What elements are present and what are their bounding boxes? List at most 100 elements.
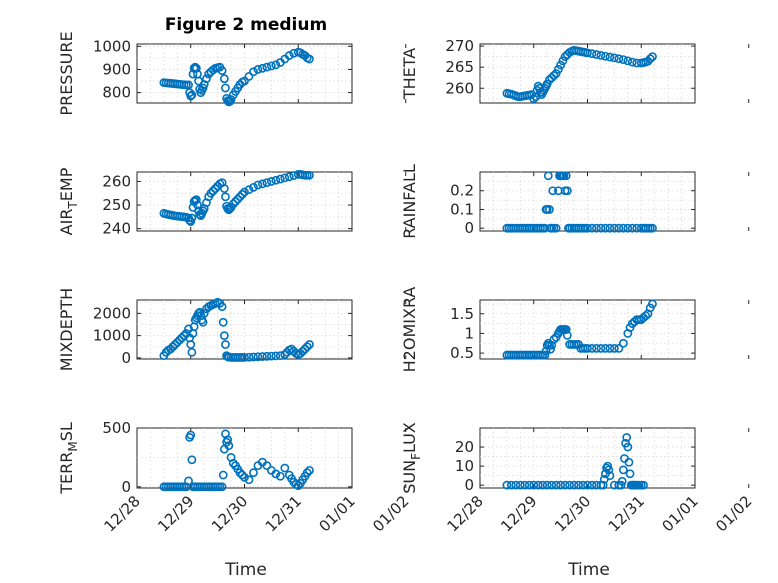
data-point — [266, 177, 276, 186]
data-point — [228, 199, 238, 209]
y-tick-label: 1.5 — [450, 305, 474, 323]
data-point — [235, 468, 245, 478]
subplot-rainfall: 00.10.2 RAINFALL — [400, 164, 750, 239]
x-tick-label: 12/28 — [101, 492, 144, 535]
data-point — [266, 351, 276, 361]
data-point — [223, 435, 233, 445]
data-point — [562, 186, 572, 196]
data-point — [520, 480, 530, 490]
data-point — [202, 74, 211, 84]
data-point — [604, 465, 614, 475]
data-point — [231, 197, 240, 206]
data-point — [208, 186, 218, 196]
y-tick-label: 500 — [102, 419, 131, 437]
data-point — [624, 457, 634, 467]
data-point — [542, 79, 552, 89]
data-point — [548, 186, 558, 196]
data-point — [191, 63, 201, 73]
data-point — [543, 171, 553, 181]
y-tick-label: 900 — [102, 60, 131, 78]
data-point — [249, 67, 258, 77]
subplot-mixdepth: 0 1000 2000 MIXDEPTH — [57, 288, 407, 371]
y-tick-label: 0 — [121, 478, 131, 496]
y-axis-label: H2OMIXRA — [400, 287, 419, 373]
y-tick-label: 0.2 — [450, 182, 474, 200]
y-tick-label: 10 — [455, 457, 474, 475]
data-point — [237, 470, 247, 480]
data-point — [561, 171, 571, 181]
data-point — [569, 480, 579, 490]
data-point — [605, 343, 615, 353]
data-point — [625, 469, 635, 479]
data-point — [262, 461, 272, 471]
data-point — [187, 90, 197, 100]
data-point — [529, 480, 539, 490]
data-point — [244, 352, 254, 362]
data-point — [219, 74, 229, 84]
x-tick-label: 12/31 — [262, 492, 305, 535]
data-point — [538, 480, 548, 490]
data-point — [271, 60, 281, 70]
x-tick-label: 12/31 — [605, 492, 648, 535]
data-point — [305, 54, 314, 64]
data-point — [298, 346, 308, 356]
data-point — [233, 194, 243, 204]
data-point — [194, 308, 203, 318]
data-point — [601, 51, 610, 61]
x-tick-label: 12/30 — [551, 492, 594, 535]
y-axis-label: PRESSURE — [57, 31, 76, 115]
axes-frame — [479, 427, 696, 489]
data-point — [560, 480, 570, 490]
data-point — [515, 480, 525, 490]
data-point — [578, 480, 588, 490]
data-point — [605, 223, 615, 233]
data-point — [193, 200, 202, 210]
data-point — [605, 52, 615, 62]
data-point — [592, 223, 601, 233]
figure-title: Figure 2 medium — [165, 15, 327, 35]
data-point — [601, 343, 610, 353]
data-point — [262, 178, 272, 188]
data-point — [627, 223, 637, 233]
data-point — [601, 223, 610, 233]
data-point — [244, 185, 254, 195]
data-point — [556, 480, 566, 490]
data-point — [648, 223, 657, 233]
y-tick-label: 800 — [102, 84, 131, 102]
y-tick-label: 270 — [445, 37, 474, 55]
data-point — [565, 480, 574, 490]
data-point — [219, 331, 229, 341]
data-point — [266, 61, 276, 71]
y-tick-label: 250 — [102, 196, 131, 214]
data-point — [583, 480, 592, 490]
data-point — [172, 337, 182, 347]
data-point — [614, 223, 624, 233]
data-point — [240, 473, 249, 482]
data-point — [262, 351, 272, 361]
y-axis-label: RAINFALL — [400, 164, 419, 239]
data-point — [549, 334, 559, 344]
x-tick-label: 01/01 — [659, 492, 702, 535]
data-point — [235, 192, 245, 202]
data-point — [618, 223, 628, 233]
y-axis-label: SUNFLUX — [400, 422, 423, 494]
data-point — [258, 179, 267, 189]
data-point — [617, 476, 627, 486]
data-point — [574, 480, 583, 490]
data-point — [198, 317, 208, 327]
data-point — [275, 471, 285, 481]
data-point — [168, 342, 178, 352]
subplot-air-temp: 240 250 260 AIRTEMP — [57, 167, 407, 238]
data-point — [218, 470, 228, 480]
data-point — [249, 352, 258, 362]
subplot-h2omixra: 0.5 11.5 H2OMIXRA — [400, 287, 750, 373]
data-point — [562, 330, 572, 340]
data-point — [546, 344, 555, 354]
data-point — [221, 192, 230, 202]
data-point — [187, 455, 197, 465]
y-tick-label: 1 — [464, 324, 474, 342]
x-axis-label-right: Time — [567, 560, 610, 580]
data-point — [551, 223, 561, 233]
data-point — [228, 458, 238, 468]
